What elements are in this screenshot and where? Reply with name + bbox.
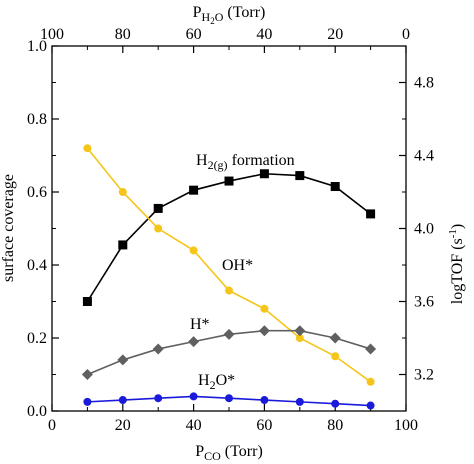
x-top-tick-label: 80 <box>115 26 131 43</box>
y-right-tick-label: 4.8 <box>414 75 434 92</box>
y-right-label-end: ) <box>449 224 466 229</box>
data-point-h2o <box>295 397 304 406</box>
data-point-oh <box>83 144 92 153</box>
x-bottom-tick-label: 60 <box>256 417 272 434</box>
data-point-oh <box>331 352 340 361</box>
data-point-oh <box>260 304 269 313</box>
x-bottom-tick-label: 0 <box>48 417 56 434</box>
x-bottom-tick-label: 80 <box>327 417 343 434</box>
x-top-label-unit: (Torr) <box>223 4 265 21</box>
y-left-tick-label: 0.0 <box>27 403 47 420</box>
data-point-h2 <box>366 209 376 219</box>
y-left-tick-label: 0.6 <box>27 184 47 201</box>
y-left-axis-label: surface coverage <box>0 174 17 282</box>
y-right-tick-label: 4.4 <box>414 148 434 165</box>
x-top-axis-label: PH2O (Torr) <box>193 4 266 26</box>
x-bottom-tick-label: 40 <box>186 417 202 434</box>
series-label-h2-sub: 2(g) <box>208 158 228 172</box>
data-point-h2o <box>225 394 233 403</box>
series-label-h2-end: formation <box>228 152 295 169</box>
data-point-h <box>81 369 93 380</box>
x-bottom-tick-label: 100 <box>394 417 418 434</box>
data-point-h2 <box>330 182 340 192</box>
x-bottom-tick-label: 20 <box>115 417 131 434</box>
data-point-h2 <box>82 297 92 306</box>
data-point-h2 <box>295 171 305 181</box>
y-left-tick-label: 0.8 <box>27 111 47 128</box>
y-left-tick-label: 0.4 <box>27 257 47 274</box>
data-point-oh <box>225 286 233 295</box>
series-label-h: H* <box>190 316 210 333</box>
data-point-h <box>223 328 235 340</box>
x-top-label-sub: H <box>202 10 211 24</box>
data-point-oh <box>295 334 304 342</box>
series-label-h2o-sub: 2 <box>210 378 216 392</box>
y-right-axis-label: logTOF (s-1) <box>447 224 466 304</box>
y-right-label-main: logTOF (s <box>449 238 466 304</box>
series-label-h2o-main: H <box>198 372 210 389</box>
x-top-label-main: P <box>193 4 202 21</box>
x-top-label-sub3: O <box>215 10 224 24</box>
data-point-oh <box>118 188 127 196</box>
data-point-h <box>152 343 164 355</box>
data-point-h2o <box>83 397 92 406</box>
data-point-oh <box>366 377 375 386</box>
series-layer <box>81 144 377 410</box>
y-right-tick-label: 4.0 <box>414 221 434 238</box>
data-point-h <box>365 343 377 355</box>
x-bottom-label-sub: CO <box>204 449 221 463</box>
y-right-tick-label: 3.6 <box>414 294 434 311</box>
x-bottom-label-main: P <box>195 443 204 460</box>
series-label-h2o-end: O* <box>216 372 236 389</box>
series-label-h2: H2(g) formation <box>196 152 295 172</box>
x-bottom-label-unit: (Torr) <box>221 443 263 460</box>
x-top-tick-label: 60 <box>186 26 202 43</box>
x-top-tick-label: 20 <box>327 26 343 43</box>
data-point-h2o <box>118 396 127 405</box>
x-top-tick-label: 0 <box>402 26 410 43</box>
data-point-h2o <box>260 396 269 405</box>
x-top-tick-label: 40 <box>256 26 272 43</box>
data-point-h2 <box>259 169 269 179</box>
data-point-h2 <box>189 185 199 195</box>
data-point-h <box>294 325 306 337</box>
data-point-h <box>188 336 200 348</box>
data-point-h <box>258 325 270 337</box>
plot-frame <box>51 45 407 412</box>
data-point-h <box>117 354 129 366</box>
data-point-h2o <box>331 399 340 408</box>
data-point-h2o <box>189 392 198 401</box>
series-label-h2-main: H <box>196 152 208 169</box>
data-point-h2o <box>154 394 163 403</box>
x-top-tick-label: 100 <box>40 26 64 43</box>
data-point-h2o <box>366 401 375 410</box>
series-label-h2o: H2O* <box>198 372 235 392</box>
series-label-oh: OH* <box>222 257 253 274</box>
x-bottom-axis-label: PCO (Torr) <box>195 443 263 463</box>
data-point-oh <box>154 224 163 233</box>
y-right-label-sup: -1 <box>447 229 459 238</box>
data-point-h2 <box>224 176 234 186</box>
data-point-h <box>329 332 341 344</box>
y-left-tick-label: 1.0 <box>27 38 47 55</box>
y-right-tick-label: 3.2 <box>414 367 434 384</box>
data-point-h2 <box>153 203 163 213</box>
x-top-label-sub2: 2 <box>210 16 215 26</box>
data-point-h2 <box>118 240 128 250</box>
series-line-h2 <box>86 172 372 302</box>
data-point-oh <box>189 246 198 255</box>
y-left-tick-label: 0.2 <box>27 330 47 347</box>
